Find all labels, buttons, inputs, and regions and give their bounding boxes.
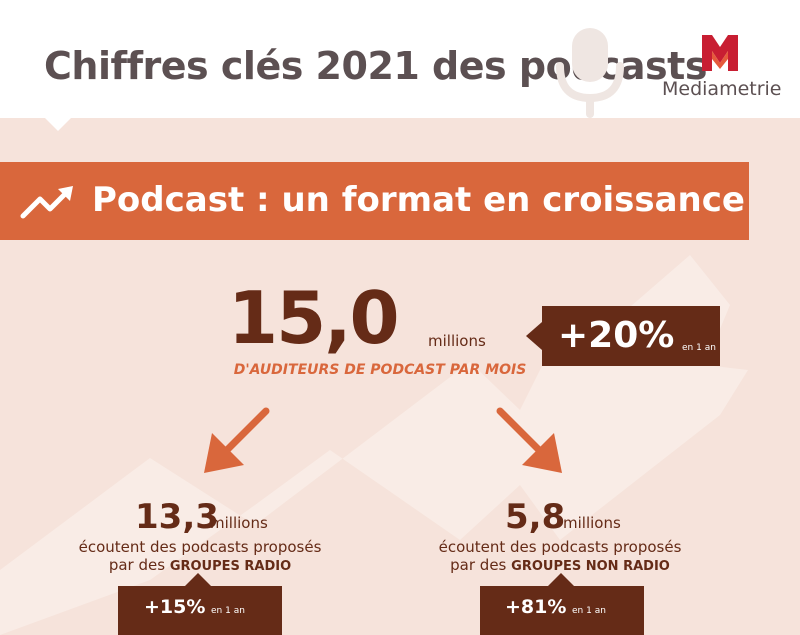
header-band (0, 0, 800, 118)
total-growth-pointer (526, 322, 542, 350)
non-radio-growth-value: +81% (505, 596, 567, 618)
arrow-down-left-icon (204, 407, 270, 473)
non-radio-description-prefix: par des (450, 556, 507, 574)
non-radio-description-emphasis: GROUPES NON RADIO (511, 559, 670, 574)
non-radio-growth-pointer (548, 573, 574, 586)
non-radio-listeners-unit: millions (563, 514, 621, 532)
radio-growth-period: en 1 an (211, 606, 245, 616)
radio-growth-pointer (185, 573, 211, 586)
total-listeners-value: 15,0 (228, 276, 400, 360)
radio-description-line1: écoutent des podcasts proposés (78, 538, 322, 556)
non-radio-listeners-value: 5,8 (505, 497, 566, 537)
non-radio-description-line1: écoutent des podcasts proposés (438, 538, 682, 556)
arrow-down-right-icon (496, 407, 562, 473)
mediametrie-logo-icon (702, 35, 738, 71)
section-title: Podcast : un format en croissance (92, 180, 745, 220)
radio-description-prefix: par des (108, 556, 166, 574)
background-growth-arrow (0, 255, 748, 635)
total-growth-badge (542, 306, 720, 366)
header-pointer (44, 117, 72, 131)
non-radio-description-line2: par des GROUPES NON RADIO (415, 556, 705, 574)
radio-growth-value: +15% (144, 596, 206, 618)
non-radio-growth-badge (480, 586, 644, 635)
brand-name: Mediametrie (662, 78, 782, 100)
radio-growth-badge (118, 586, 282, 635)
total-growth-period: en 1 an (682, 343, 716, 353)
radio-listeners-value: 13,3 (135, 497, 219, 537)
radio-listeners-unit: millions (210, 514, 268, 532)
microphone-icon (556, 28, 624, 118)
radio-description-emphasis: GROUPES RADIO (169, 559, 292, 574)
total-listeners-unit: millions (428, 332, 486, 350)
radio-description-line2: par des GROUPES RADIO (55, 556, 345, 574)
total-growth-value: +20% (558, 315, 675, 356)
non-radio-growth-period: en 1 an (572, 606, 606, 616)
section-banner (0, 162, 749, 240)
total-listeners-caption: D'AUDITEURS DE PODCAST PAR MOIS (233, 362, 527, 378)
trending-up-icon (20, 186, 73, 219)
